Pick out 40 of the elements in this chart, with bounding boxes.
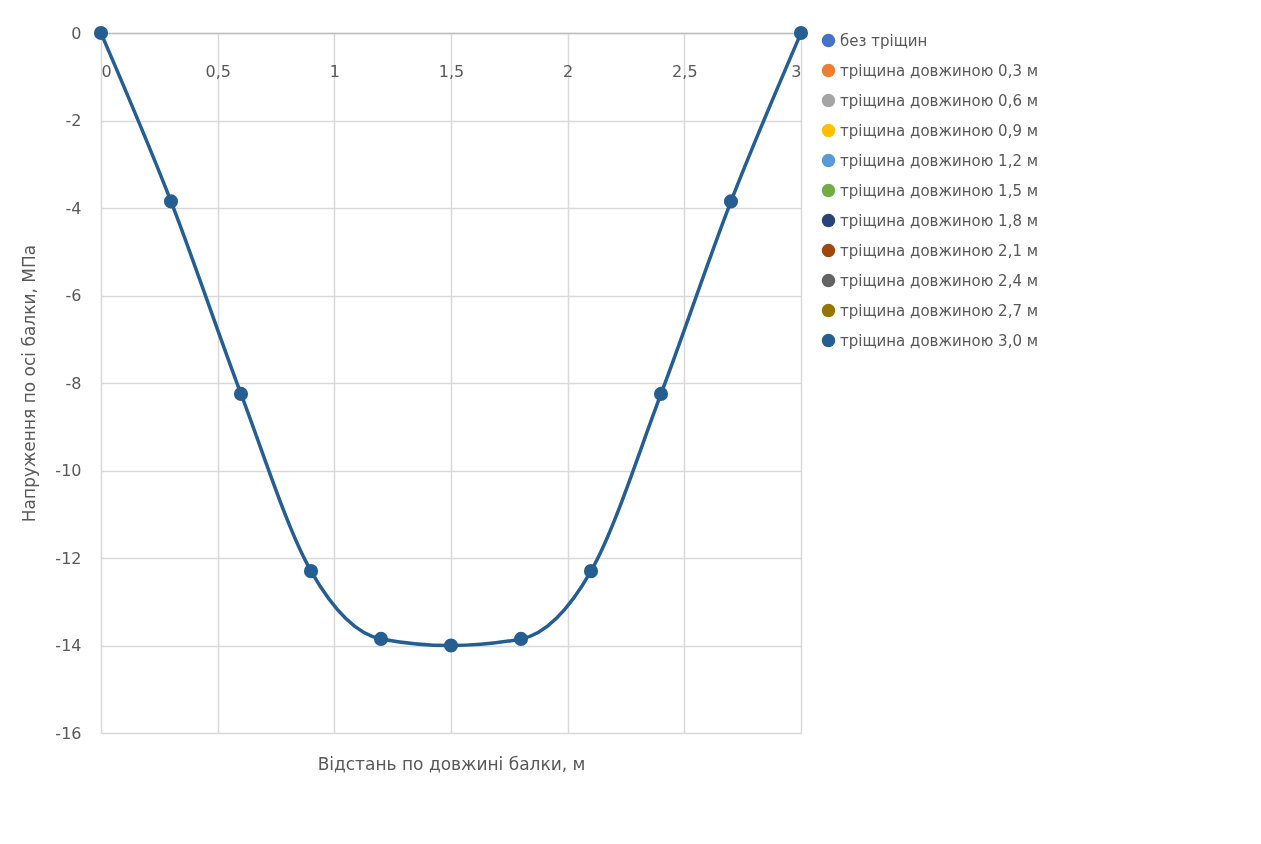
x-tick-label: 2,5 [672, 61, 698, 81]
legend-label: тріщина довжиною 2,7 м [840, 301, 1039, 320]
point [723, 194, 739, 209]
legend-label: тріщина довжиною 2,4 м [840, 271, 1039, 290]
point [373, 631, 389, 646]
legend-label: тріщина довжиною 0,9 м [840, 121, 1039, 140]
point [443, 638, 459, 653]
y-tick-label: 0 [71, 23, 82, 43]
x-axis-title: Відстань по довжині балки, м [317, 753, 586, 774]
point [93, 25, 109, 41]
x-tick-label: 1,5 [438, 61, 465, 81]
legend-label: без тріщин [840, 31, 928, 50]
point [163, 194, 179, 209]
legend-label: тріщина довжиною 1,8 м [840, 211, 1039, 230]
y-tick-label: -12 [55, 548, 82, 568]
legend-label: тріщина довжиною 2,1 м [840, 241, 1039, 260]
x-tick-label: 0,5 [205, 61, 231, 81]
legend-label: тріщина довжиною 0,6 м [840, 91, 1039, 110]
legend-label: тріщина довжиною 0,3 м [840, 61, 1039, 80]
x-tick-label: 2 [563, 61, 574, 81]
y-tick-label: -10 [55, 461, 82, 480]
y-tick-label: -4 [65, 198, 82, 218]
point [653, 386, 669, 401]
legend-label: тріщина довжиною 3,0 м [840, 331, 1039, 350]
legend-label: тріщина довжиною 1,5 м [840, 181, 1039, 200]
point [233, 386, 249, 401]
y-tick-label: -8 [65, 373, 82, 393]
point [583, 564, 599, 579]
y-tick-label: -2 [65, 111, 82, 130]
x-tick-label: 3 [791, 61, 802, 81]
x-tick-label: 1 [329, 61, 340, 81]
y-tick-label: -14 [55, 636, 82, 655]
point [513, 631, 529, 646]
y-axis-title: Напруження по осі балки, МПа [19, 244, 40, 523]
x-tick-label: 0 [101, 61, 112, 81]
y-tick-label: -16 [55, 723, 82, 743]
point [303, 564, 319, 579]
legend-label: тріщина довжиною 1,2 м [840, 151, 1039, 170]
y-tick-label: -6 [65, 286, 82, 305]
point [793, 25, 809, 41]
